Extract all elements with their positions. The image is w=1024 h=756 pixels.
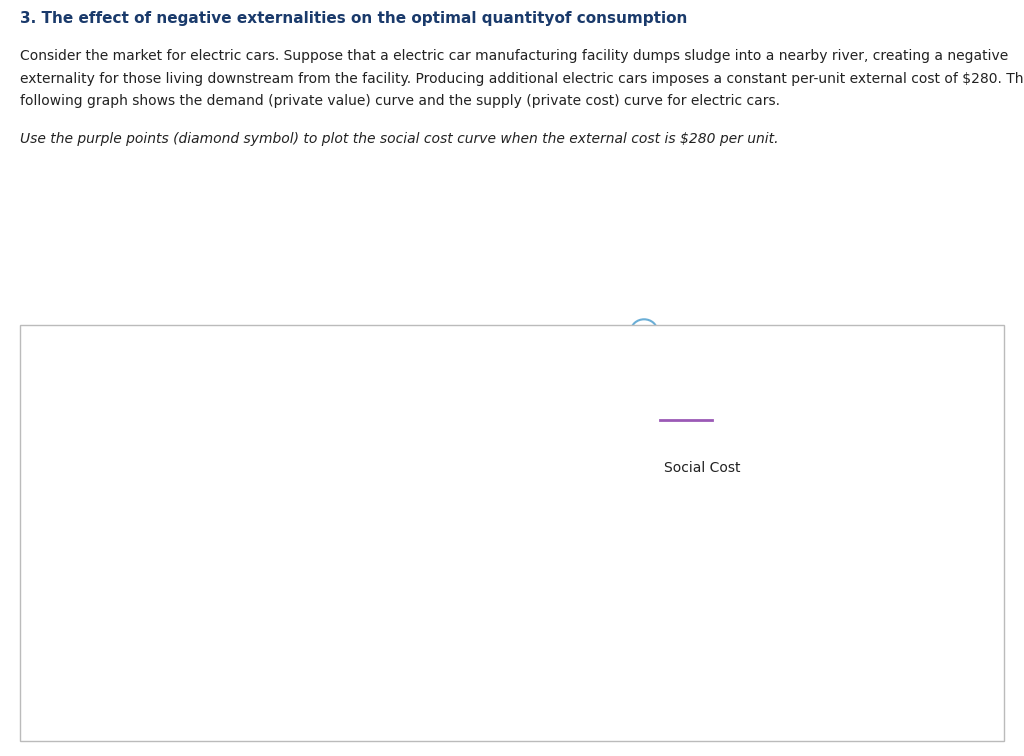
Point	[247, 644, 263, 656]
Point	[551, 614, 567, 626]
Text: externality for those living downstream from the facility. Producing additional : externality for those living downstream …	[20, 72, 1024, 86]
Y-axis label: PRICE (Dollars per unit of electric cars): PRICE (Dollars per unit of electric cars…	[48, 394, 62, 665]
Point	[170, 440, 186, 452]
Text: Consider the market for electric cars. Suppose that a electric car manufacturing: Consider the market for electric cars. S…	[20, 49, 1009, 64]
Text: Social Cost: Social Cost	[664, 461, 740, 476]
Point	[398, 599, 415, 611]
Text: following graph shows the demand (private value) curve and the supply (private c: following graph shows the demand (privat…	[20, 94, 780, 109]
X-axis label: QUANTITY (Units of electric cars): QUANTITY (Units of electric cars)	[255, 724, 482, 739]
Point	[551, 538, 567, 550]
Point	[474, 599, 490, 611]
Text: ?: ?	[640, 325, 648, 339]
Text: Demand
(Private Value): Demand (Private Value)	[548, 614, 639, 643]
Point	[398, 569, 415, 581]
Point	[247, 470, 263, 482]
Point	[323, 516, 339, 528]
Text: Use the purple points (diamond symbol) to plot the social cost curve when the ex: Use the purple points (diamond symbol) t…	[20, 132, 779, 147]
Point	[170, 667, 186, 679]
Point	[678, 414, 694, 426]
Text: 3. The effect of negative externalities on the optimal quantityof consumption: 3. The effect of negative externalities …	[20, 11, 688, 26]
Point	[474, 569, 490, 581]
Text: Supply
(Private Cost): Supply (Private Cost)	[490, 541, 575, 569]
Point	[323, 629, 339, 641]
